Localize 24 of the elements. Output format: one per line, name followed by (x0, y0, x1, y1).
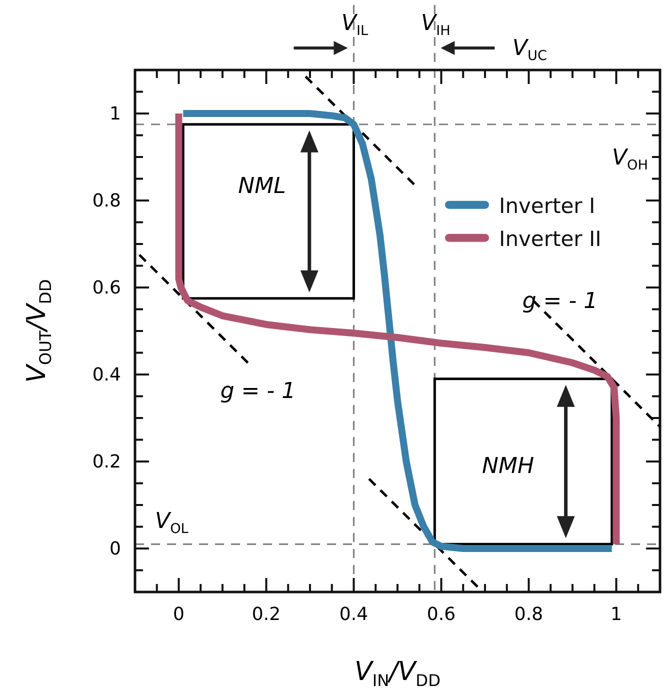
x-tick-label: 0.2 (252, 604, 281, 625)
y-tick-label: 0.6 (92, 278, 121, 298)
x-tick-label: 0 (173, 604, 184, 625)
x-tick-label: 0.8 (514, 604, 544, 625)
text: V$_{UC}$ (512, 36, 547, 64)
annotation: g = - 1 (522, 289, 598, 314)
y-tick-label: 0.8 (92, 190, 121, 212)
annotation: NMH (482, 454, 534, 479)
annotation: g = - 1 (220, 379, 296, 404)
x-tick-label: 0.6 (426, 604, 456, 625)
legend-label: Inverter I (499, 194, 596, 218)
ref-line-label: V$_{OH}$ (612, 145, 648, 174)
ref-line-label: V$_{OL}$ (155, 509, 189, 538)
y-tick-label: 0.4 (92, 364, 121, 386)
ref-line-label: V$_{IH}$ (421, 11, 450, 39)
y-tick-label: 0 (110, 538, 121, 560)
x-tick-label: 0.4 (339, 604, 368, 625)
x-tick-label: 1 (610, 604, 622, 625)
ref-line-label: V$_{IL}$ (341, 11, 368, 39)
x-axis-title: V$_{IN}$/V$_{DD}$ (354, 657, 440, 690)
annotation: NML (238, 174, 286, 199)
legend-label: Inverter II (499, 226, 602, 251)
y-tick-label: 0.2 (92, 452, 121, 472)
y-tick-label: 1 (110, 104, 121, 124)
